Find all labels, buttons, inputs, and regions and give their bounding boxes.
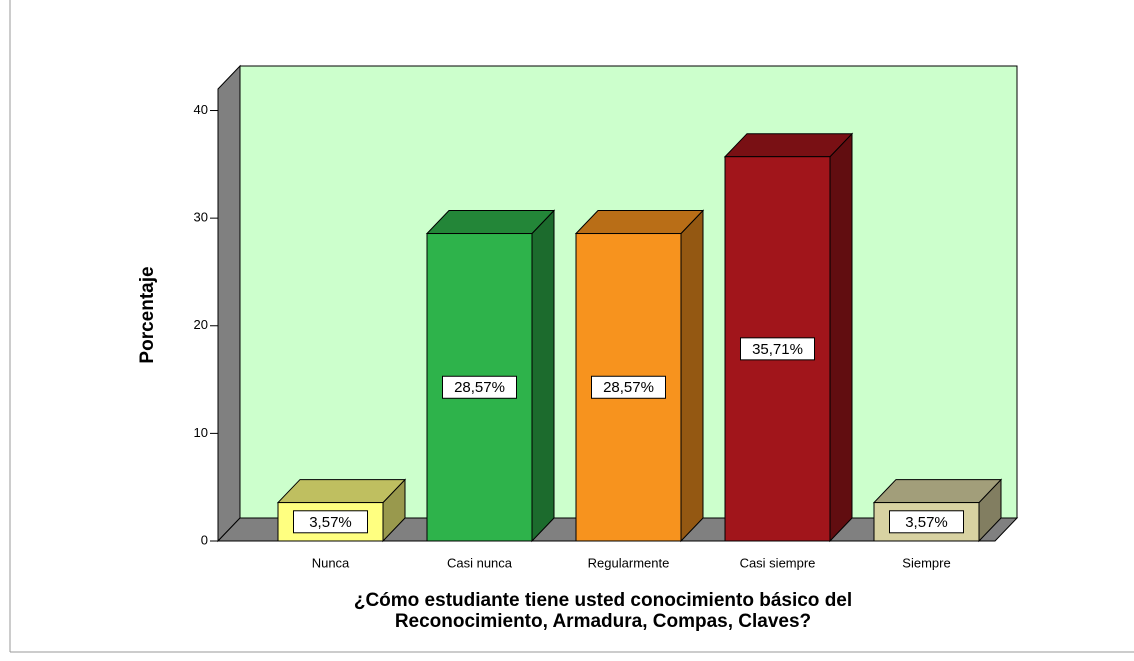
value-label: 35,71% (752, 341, 803, 358)
x-tick-label: Casi siempre (740, 555, 816, 570)
value-label-box (293, 510, 368, 534)
bar-top (723, 133, 854, 158)
value-label: 28,57% (454, 379, 505, 396)
y-tick-label: 10 (194, 425, 208, 440)
y-tick-label: 0 (201, 532, 208, 547)
y-tick-label: 40 (194, 102, 208, 117)
value-label-box (889, 510, 964, 534)
bar-side (829, 132, 853, 543)
value-label-box (740, 337, 815, 361)
x-tick-label: Casi nunca (447, 555, 513, 570)
bar-top (425, 210, 556, 235)
y-axis-label: Porcentaje (137, 266, 158, 363)
value-label-box (442, 375, 517, 399)
x-tick-label: Siempre (902, 555, 950, 570)
y-tick-label: 20 (194, 317, 208, 332)
bar-side (680, 209, 704, 543)
x-axis-label: Reconocimiento, Armadura, Compas, Claves… (395, 611, 811, 632)
x-tick-label: Nunca (312, 555, 350, 570)
bar-side (531, 209, 555, 543)
value-label-box (591, 375, 666, 399)
value-label: 3,57% (309, 514, 352, 531)
bar-top (872, 479, 1003, 504)
side-wall (217, 64, 241, 543)
x-axis-label: ¿Cómo estudiante tiene usted conocimient… (354, 590, 852, 611)
bar-top (276, 479, 407, 504)
bar-top (574, 210, 705, 235)
value-label: 3,57% (905, 514, 948, 531)
value-label: 28,57% (603, 379, 654, 396)
x-tick-label: Regularmente (588, 555, 670, 570)
y-tick-label: 30 (194, 210, 208, 225)
